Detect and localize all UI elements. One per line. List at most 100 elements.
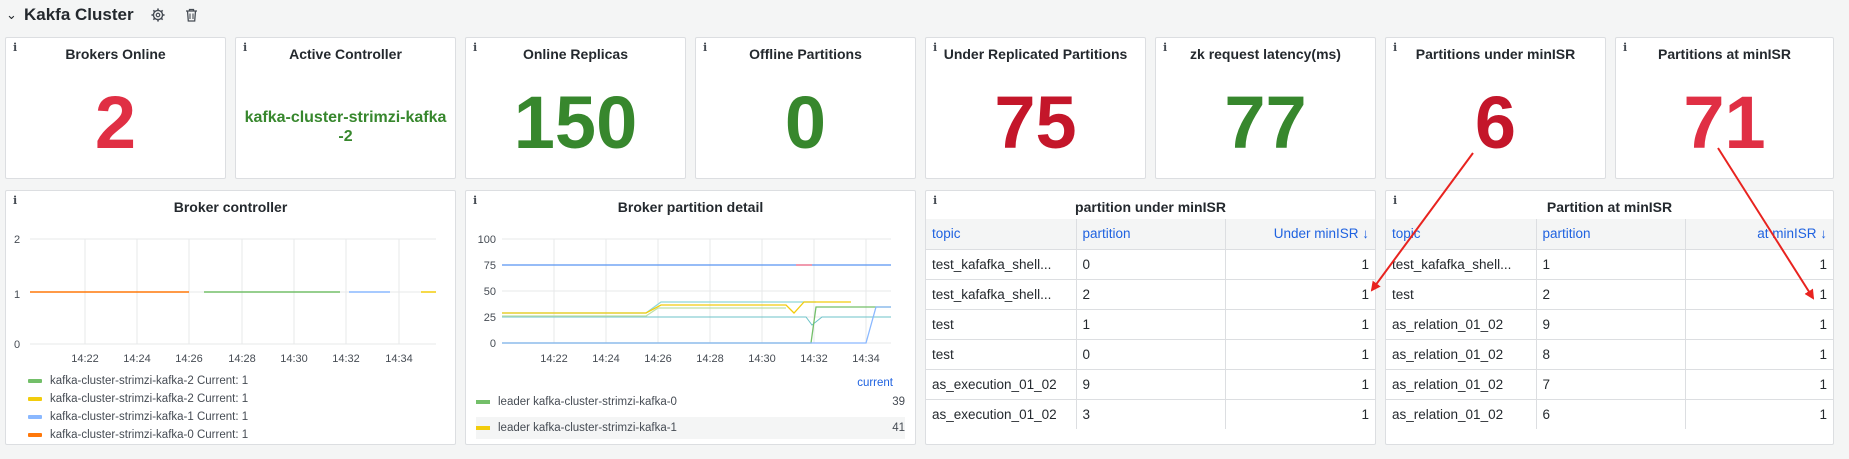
legend-item[interactable]: leader kafka-cluster-strimzi-kafka-0 39 <box>476 391 905 413</box>
cell-value: 1 <box>1685 248 1833 279</box>
cell-topic: test <box>926 338 1077 369</box>
cell-value: 1 <box>1685 398 1833 429</box>
column-header-topic[interactable]: topic <box>1386 219 1537 249</box>
table-row: as_relation_01_02 6 1 <box>1386 398 1833 429</box>
cell-topic: test <box>926 308 1077 339</box>
table-row: test_kafafka_shell... 0 1 <box>926 248 1375 279</box>
series-line <box>502 307 786 317</box>
cell-topic: as_relation_01_02 <box>1386 338 1537 369</box>
x-tick: 14:32 <box>800 353 828 365</box>
broker-controller-graph[interactable]: 2 1 0 14:22 14:24 14:26 14:28 14:30 14:3… <box>6 229 456 409</box>
panel-title: partition under minISR <box>1075 199 1226 215</box>
legend-item[interactable]: kafka-cluster-strimzi-kafka-1 Current: 1 <box>28 411 248 423</box>
legend-value: 41 <box>892 422 905 434</box>
cell-topic: test_kafafka_shell... <box>1386 248 1537 279</box>
info-icon[interactable]: i <box>473 194 478 207</box>
stat-panel-under-minisr[interactable]: i Partitions under minISR 6 <box>1385 37 1606 179</box>
stat-panel-offline-partitions[interactable]: i Offline Partitions 0 <box>695 37 916 179</box>
x-tick: 14:22 <box>540 353 568 365</box>
table-row: test 0 1 <box>926 338 1375 369</box>
cell-value: 1 <box>1685 308 1833 339</box>
legend-item[interactable]: kafka-cluster-strimzi-kafka-2 Current: 1 <box>28 393 248 405</box>
panel-title: Partitions at minISR <box>1657 46 1792 62</box>
info-icon[interactable]: i <box>1623 41 1628 54</box>
column-header-at-minisr[interactable]: at minISR ↓ <box>1685 219 1833 249</box>
collapse-chevron-icon[interactable]: ⌄ <box>6 7 17 22</box>
x-tick: 14:30 <box>748 353 776 365</box>
under-minisr-table-panel[interactable]: i partition under minISR topic partition… <box>925 190 1376 445</box>
panel-title: Partition at minISR <box>1546 199 1673 215</box>
cell-partition: 1 <box>1076 308 1226 339</box>
cell-topic: as_relation_01_02 <box>1386 308 1537 339</box>
y-tick: 75 <box>484 260 496 272</box>
series-line <box>502 306 891 344</box>
cell-topic: as_relation_01_02 <box>1386 368 1537 399</box>
panel-title: Online Replicas <box>522 46 629 62</box>
table-header-row: topic partition at minISR ↓ <box>1386 219 1833 249</box>
legend-swatch <box>28 397 42 401</box>
legend-label: leader kafka-cluster-strimzi-kafka-0 <box>498 396 677 408</box>
stat-panel-brokers-online[interactable]: i Brokers Online 2 <box>5 37 226 179</box>
stat-value: kafka-cluster-strimzi-kafka-2 <box>244 109 447 145</box>
column-header-under-minisr[interactable]: Under minISR ↓ <box>1225 219 1375 249</box>
cell-partition: 2 <box>1076 278 1226 309</box>
table-row: test 1 1 <box>926 308 1375 339</box>
under-minisr-table: topic partition Under minISR ↓ test_kafa… <box>926 219 1375 429</box>
cell-topic: test <box>1386 278 1537 309</box>
table-row: as_relation_01_02 9 1 <box>1386 308 1833 339</box>
info-icon[interactable]: i <box>473 41 478 54</box>
info-icon[interactable]: i <box>13 41 18 54</box>
legend-swatch <box>28 433 42 437</box>
cell-value: 1 <box>1685 278 1833 309</box>
panel-title: Under Replicated Partitions <box>943 46 1128 62</box>
stat-panel-under-replicated[interactable]: i Under Replicated Partitions 75 <box>925 37 1146 179</box>
x-tick: 14:26 <box>644 353 672 365</box>
info-icon[interactable]: i <box>703 41 708 54</box>
cell-partition: 2 <box>1536 278 1686 309</box>
x-tick: 14:28 <box>228 353 256 365</box>
panel-title: Broker partition detail <box>617 199 764 215</box>
legend-swatch <box>476 400 490 404</box>
info-icon[interactable]: i <box>933 194 938 207</box>
stat-panel-active-controller[interactable]: i Active Controller kafka-cluster-strimz… <box>235 37 456 179</box>
gear-icon[interactable] <box>148 5 168 25</box>
info-icon[interactable]: i <box>933 41 938 54</box>
stat-value: 150 <box>513 81 638 164</box>
legend-item[interactable]: kafka-cluster-strimzi-kafka-2 Current: 1 <box>28 375 248 387</box>
series-line <box>502 301 851 314</box>
info-icon[interactable]: i <box>13 194 18 207</box>
cell-topic: as_execution_01_02 <box>926 398 1077 429</box>
legend-item[interactable]: kafka-cluster-strimzi-kafka-0 Current: 1 <box>28 429 248 441</box>
column-header-partition[interactable]: partition <box>1076 219 1226 249</box>
y-tick: 1 <box>14 289 20 301</box>
y-tick: 0 <box>14 339 20 351</box>
info-icon[interactable]: i <box>1393 41 1398 54</box>
at-minisr-table-panel[interactable]: i Partition at minISR topic partition at… <box>1385 190 1834 445</box>
stat-value: 77 <box>1224 81 1307 164</box>
partition-detail-graph[interactable]: 100 75 50 25 0 14:22 14:24 14:26 14:28 1… <box>466 229 916 409</box>
column-header-topic[interactable]: topic <box>926 219 1077 249</box>
stat-panel-zk-latency[interactable]: i zk request latency(ms) 77 <box>1155 37 1376 179</box>
cell-value: 1 <box>1225 248 1375 279</box>
stat-panel-at-minisr[interactable]: i Partitions at minISR 71 <box>1615 37 1834 179</box>
legend-current-header[interactable]: current <box>857 377 893 389</box>
panel-title: Active Controller <box>289 46 402 62</box>
stat-panel-online-replicas[interactable]: i Online Replicas 150 <box>465 37 686 179</box>
cell-value: 1 <box>1225 278 1375 309</box>
legend-swatch <box>28 379 42 383</box>
cell-partition: 1 <box>1536 248 1686 279</box>
info-icon[interactable]: i <box>243 41 248 54</box>
trash-icon[interactable] <box>182 5 202 25</box>
legend-label: kafka-cluster-strimzi-kafka-2 Current: 1 <box>50 375 249 387</box>
cell-partition: 7 <box>1536 368 1686 399</box>
info-icon[interactable]: i <box>1163 41 1168 54</box>
partition-detail-panel[interactable]: i Broker partition detail 100 75 50 25 0… <box>465 190 916 445</box>
table-row: as_execution_01_02 3 1 <box>926 398 1375 429</box>
legend-label: kafka-cluster-strimzi-kafka-2 Current: 1 <box>50 393 249 405</box>
broker-controller-panel[interactable]: i Broker controller 2 1 0 14:22 14:24 14… <box>5 190 456 445</box>
row-title[interactable]: Kakfa Cluster <box>24 5 134 24</box>
table-row: test_kafafka_shell... 1 1 <box>1386 248 1833 279</box>
column-header-partition[interactable]: partition <box>1536 219 1686 249</box>
x-tick: 14:24 <box>592 353 620 365</box>
legend-item[interactable]: leader kafka-cluster-strimzi-kafka-1 41 <box>476 417 905 439</box>
